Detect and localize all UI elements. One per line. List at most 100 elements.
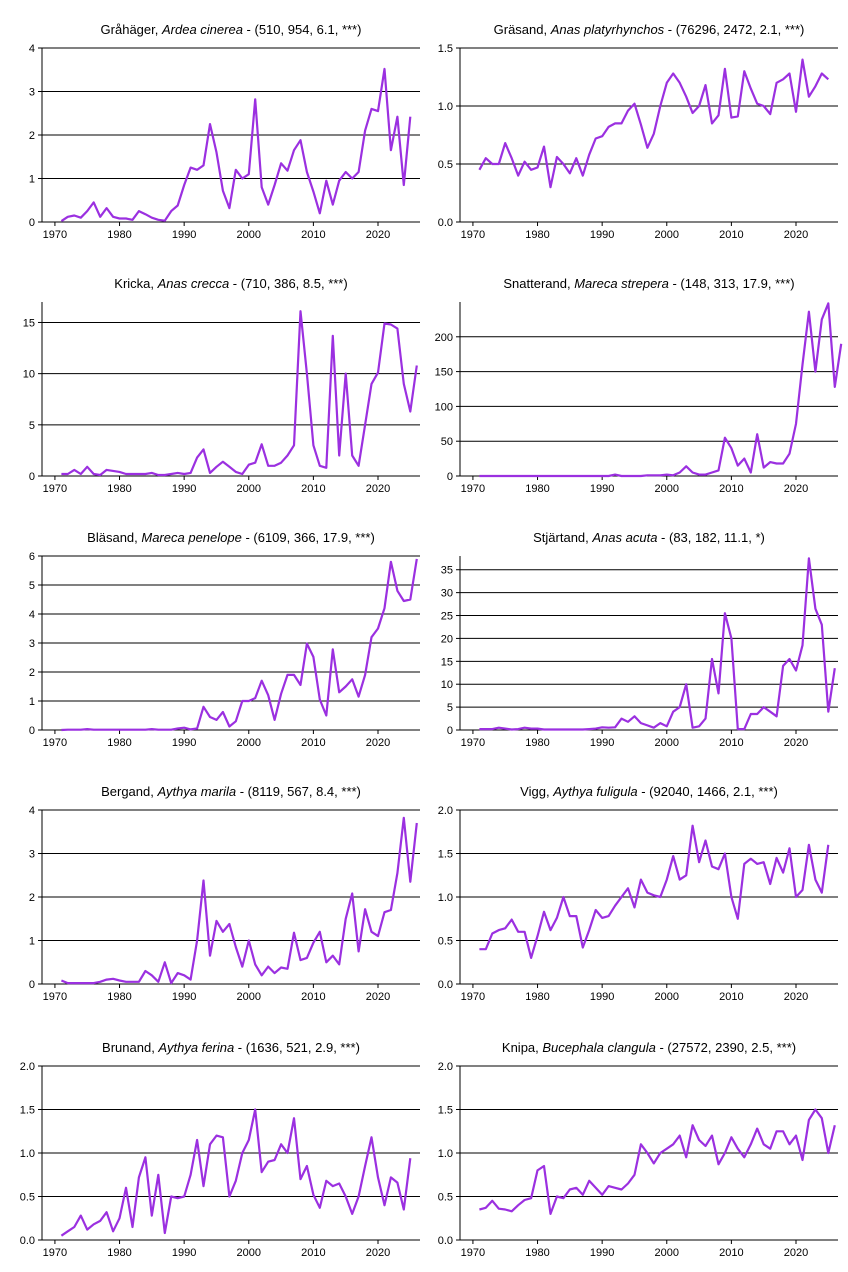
y-tick-label: 200: [435, 332, 453, 344]
title-latin-name: Anas platyrhynchos: [550, 22, 665, 37]
x-tick-label: 1970: [43, 483, 67, 495]
x-tick-label: 1970: [43, 991, 67, 1003]
title-stats: - (6109, 366, 17.9, ***): [242, 530, 375, 545]
series-line: [61, 558, 418, 732]
x-tick-label: 2010: [719, 737, 743, 749]
title-latin-name: Bucephala clangula: [542, 1040, 655, 1055]
y-tick-label: 25: [441, 611, 453, 623]
y-tick-label: 20: [441, 633, 453, 645]
x-tick-label: 1970: [43, 737, 67, 749]
y-tick-label: 1.0: [438, 101, 453, 113]
title-common-name: Vigg,: [520, 784, 553, 799]
y-tick-label: 10: [23, 369, 35, 381]
x-tick-label: 1990: [590, 737, 614, 749]
series-line: [60, 67, 412, 223]
x-tick-label: 1980: [525, 1247, 549, 1259]
y-tick-label: 15: [441, 656, 453, 668]
x-tick-label: 1990: [172, 229, 196, 241]
series-line: [479, 824, 830, 960]
title-latin-name: Anas acuta: [591, 530, 657, 545]
y-tick-label: 2: [29, 892, 35, 904]
y-tick-label: 0.5: [438, 1192, 453, 1204]
x-tick-label: 1990: [172, 991, 196, 1003]
y-tick-label: 0.5: [438, 936, 453, 948]
x-tick-label: 2000: [237, 991, 261, 1003]
chart-title: Snatterand, Mareca strepera - (148, 313,…: [503, 276, 794, 291]
y-tick-label: 6: [29, 551, 35, 563]
x-tick-label: 2000: [655, 483, 679, 495]
x-tick-label: 1990: [172, 1247, 196, 1259]
y-tick-label: 0.5: [438, 159, 453, 171]
chart-title: Gräsand, Anas platyrhynchos - (76296, 24…: [494, 22, 805, 37]
chart-title: Kricka, Anas crecca - (710, 386, 8.5, **…: [114, 276, 347, 291]
series-line: [479, 302, 843, 478]
x-tick-label: 2010: [719, 991, 743, 1003]
y-tick-label: 0: [29, 725, 35, 737]
chart-panel-2: Gräsand, Anas platyrhynchos - (76296, 24…: [438, 22, 838, 241]
chart-panel-10: Knipa, Bucephala clangula - (27572, 2390…: [438, 1040, 838, 1259]
y-tick-label: 0: [447, 725, 453, 737]
y-tick-label: 4: [29, 805, 35, 817]
y-tick-label: 1.5: [438, 43, 453, 55]
title-common-name: Snatterand,: [503, 276, 574, 291]
x-tick-label: 1970: [461, 483, 485, 495]
title-latin-name: Anas crecca: [157, 276, 230, 291]
chart-panel-9: Brunand, Aythya ferina - (1636, 521, 2.9…: [20, 1040, 420, 1259]
y-tick-label: 30: [441, 588, 453, 600]
chart-panel-5: Bläsand, Mareca penelope - (6109, 366, 1…: [29, 530, 420, 749]
title-stats: - (710, 386, 8.5, ***): [229, 276, 348, 291]
x-tick-label: 2020: [784, 229, 808, 241]
y-tick-label: 3: [29, 849, 35, 861]
x-tick-label: 2020: [784, 991, 808, 1003]
y-tick-label: 3: [29, 638, 35, 650]
title-common-name: Bläsand,: [87, 530, 141, 545]
x-tick-label: 1970: [461, 1247, 485, 1259]
y-tick-label: 0.0: [438, 217, 453, 229]
chart-panel-6: Stjärtand, Anas acuta - (83, 182, 11.1, …: [441, 530, 838, 749]
title-stats: - (92040, 1466, 2.1, ***): [638, 784, 778, 799]
series-line: [479, 1108, 836, 1216]
y-tick-label: 2.0: [438, 805, 453, 817]
title-latin-name: Ardea cinerea: [161, 22, 243, 37]
title-stats: - (1636, 521, 2.9, ***): [234, 1040, 360, 1055]
x-tick-label: 2020: [366, 1247, 390, 1259]
x-tick-label: 1980: [107, 229, 131, 241]
x-tick-label: 1980: [107, 991, 131, 1003]
y-tick-label: 2.0: [438, 1061, 453, 1073]
x-tick-label: 2020: [366, 229, 390, 241]
y-tick-label: 150: [435, 367, 453, 379]
chart-panel-4: Snatterand, Mareca strepera - (148, 313,…: [435, 276, 843, 495]
y-tick-label: 0: [29, 217, 35, 229]
x-tick-label: 2010: [301, 483, 325, 495]
x-tick-label: 1970: [43, 229, 67, 241]
title-latin-name: Aythya fuligula: [552, 784, 637, 799]
x-tick-label: 1980: [525, 229, 549, 241]
title-stats: - (8119, 567, 8.4, ***): [236, 784, 361, 799]
y-tick-label: 35: [441, 565, 453, 577]
x-tick-label: 2020: [784, 483, 808, 495]
y-tick-label: 0.0: [438, 979, 453, 991]
y-tick-label: 3: [29, 87, 35, 99]
y-tick-label: 50: [441, 436, 453, 448]
title-stats: - (76296, 2472, 2.1, ***): [664, 22, 804, 37]
x-tick-label: 1990: [590, 229, 614, 241]
x-tick-label: 2020: [366, 991, 390, 1003]
x-tick-label: 2010: [301, 991, 325, 1003]
x-tick-label: 2000: [237, 737, 261, 749]
chart-title: Brunand, Aythya ferina - (1636, 521, 2.9…: [102, 1040, 360, 1055]
x-tick-label: 1970: [43, 1247, 67, 1259]
series-line: [478, 58, 830, 189]
y-tick-label: 1.5: [438, 849, 453, 861]
title-common-name: Knipa,: [502, 1040, 542, 1055]
y-tick-label: 0.0: [20, 1235, 35, 1247]
title-common-name: Stjärtand,: [533, 530, 592, 545]
y-tick-label: 2.0: [20, 1061, 35, 1073]
x-tick-label: 1980: [107, 737, 131, 749]
x-tick-label: 1980: [525, 991, 549, 1003]
title-stats: - (510, 954, 6.1, ***): [243, 22, 362, 37]
series-line: [60, 816, 418, 985]
y-tick-label: 1.5: [20, 1105, 35, 1117]
y-tick-label: 10: [441, 679, 453, 691]
